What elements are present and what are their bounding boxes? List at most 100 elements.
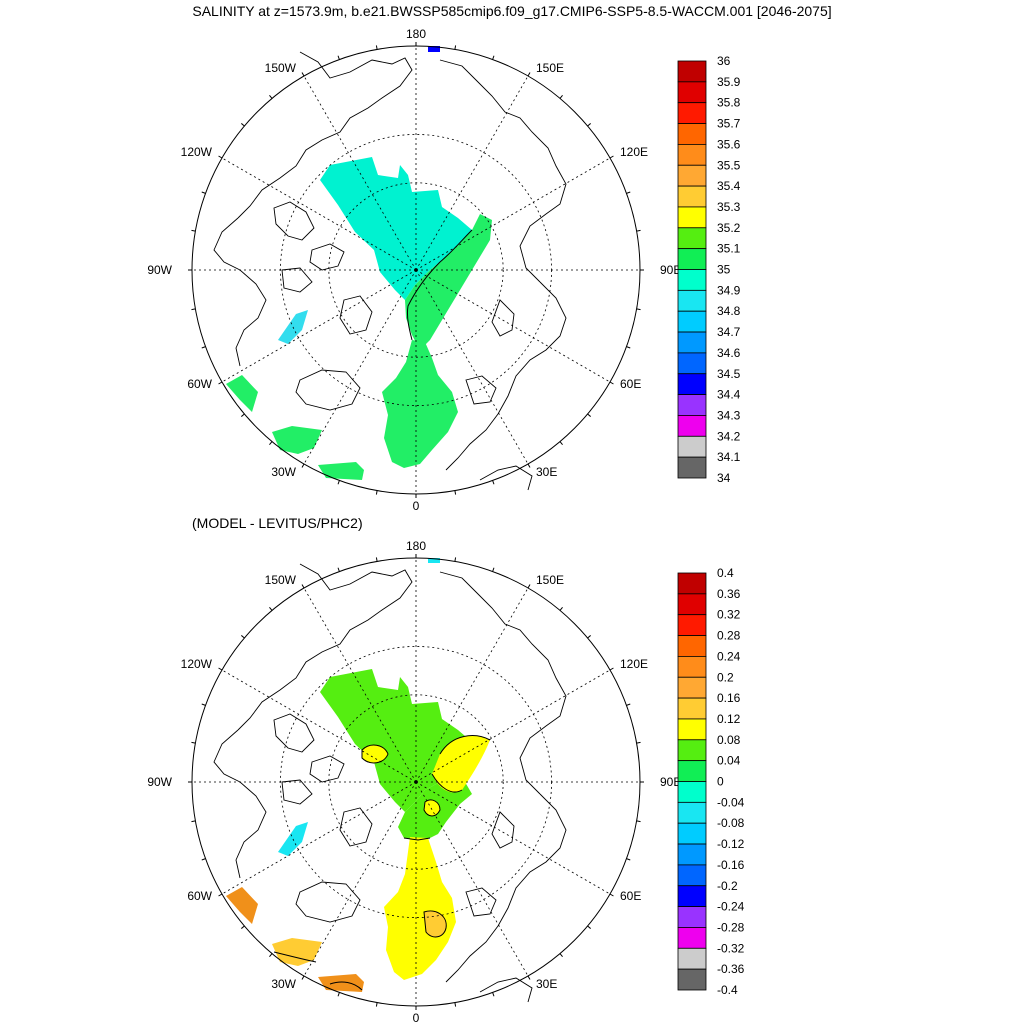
longitude-tick xyxy=(218,155,223,159)
longitude-label-right: 90E xyxy=(660,263,681,277)
colorbar-label: -0.24 xyxy=(717,900,745,914)
longitude-tick xyxy=(609,381,614,385)
colorbar-label: -0.08 xyxy=(717,816,745,830)
longitude-tick xyxy=(191,820,196,823)
colorbar-swatch xyxy=(677,718,707,741)
coastline xyxy=(295,881,361,923)
longitude-label-ul1: 150W xyxy=(265,573,297,587)
colorbar-swatch xyxy=(677,822,707,845)
longitude-tick xyxy=(241,123,245,127)
salinity-region-eurasian-basin xyxy=(405,214,492,350)
colorbar-label: 0.28 xyxy=(717,629,741,643)
colorbar-swatch xyxy=(677,206,707,229)
colorbar-swatch xyxy=(677,415,707,437)
colorbar-label: 35 xyxy=(717,263,731,277)
colorbar-swatch xyxy=(677,739,707,762)
colorbar-label: -0.12 xyxy=(717,837,745,851)
longitude-tick xyxy=(454,45,457,50)
longitude-tick xyxy=(527,463,531,468)
colorbar-label: 0.32 xyxy=(717,608,741,622)
colorbar-label: 35.3 xyxy=(717,200,741,214)
coastline xyxy=(309,243,345,271)
colorbar-label: 0.16 xyxy=(717,691,741,705)
longitude-tick xyxy=(337,992,340,997)
coastline xyxy=(465,887,497,917)
longitude-label-bottom: 0 xyxy=(413,499,420,512)
longitude-tick xyxy=(301,463,305,468)
colorbar-label: 0.12 xyxy=(717,712,741,726)
coastline xyxy=(273,201,315,241)
meridian-line xyxy=(415,269,529,465)
colorbar-swatch xyxy=(677,801,707,824)
colorbar-label: 34 xyxy=(717,471,731,485)
colorbar-swatch xyxy=(677,143,707,166)
colorbar-swatch xyxy=(677,927,707,949)
coastline xyxy=(339,807,373,847)
difference-region-yellow-amundsen xyxy=(424,799,440,816)
longitude-tick xyxy=(269,607,273,611)
colorbar-label: 35.1 xyxy=(717,242,741,256)
salinity-region-labrador xyxy=(226,375,258,412)
colorbar-label: 0.08 xyxy=(717,733,741,747)
longitude-tick xyxy=(201,858,206,861)
colorbar-swatch xyxy=(677,864,707,887)
colorbar-label: 34.4 xyxy=(717,388,741,402)
longitude-tick xyxy=(587,413,591,417)
coastline xyxy=(339,295,373,335)
colorbar-label: -0.4 xyxy=(717,983,738,997)
colorbar-swatch xyxy=(677,164,707,187)
longitude-tick xyxy=(609,893,614,897)
longitude-tick xyxy=(527,584,531,589)
longitude-tick xyxy=(587,925,591,929)
coastline xyxy=(445,793,567,983)
meridian-line xyxy=(415,781,611,895)
graticule xyxy=(192,46,640,494)
longitude-tick xyxy=(492,992,495,997)
colorbar-label: 34.5 xyxy=(717,367,741,381)
longitude-label-ll2: 30W xyxy=(271,977,296,991)
coastline xyxy=(213,729,267,879)
longitude-tick xyxy=(241,413,245,417)
longitude-tick xyxy=(636,741,641,744)
colorbar-label: 35.2 xyxy=(717,221,741,235)
coastline xyxy=(295,369,361,411)
difference-region-bering-patch xyxy=(428,558,440,563)
salinity-contour-line xyxy=(407,229,473,341)
longitude-label-ul1: 150W xyxy=(265,61,297,75)
colorbar-swatch xyxy=(677,968,707,991)
longitude-tick xyxy=(559,607,563,611)
colorbar-label: 0.36 xyxy=(717,587,741,601)
longitude-label-ur2: 120E xyxy=(620,657,648,671)
coastline xyxy=(309,755,345,783)
longitude-tick xyxy=(201,346,206,349)
coastline xyxy=(281,267,313,293)
colorbar-label: 34.9 xyxy=(717,283,741,297)
latitude-circle xyxy=(328,694,504,870)
coastline xyxy=(439,571,567,795)
colorbar-label: 34.3 xyxy=(717,408,741,422)
longitude-label-lr2: 30E xyxy=(536,977,557,991)
salinity-region-iceland-basin xyxy=(318,462,364,480)
longitude-tick xyxy=(337,567,340,572)
difference-subtitle: (MODEL - LEVITUS/PHC2) xyxy=(192,515,363,531)
longitude-label-bottom: 0 xyxy=(413,1011,420,1024)
colorbar-label: 34.2 xyxy=(717,429,741,443)
graticule xyxy=(192,558,640,1006)
colorbar-label: 34.8 xyxy=(717,304,741,318)
colorbar-label: 35.4 xyxy=(717,179,741,193)
coastline xyxy=(479,465,533,491)
longitude-labels: 180 0 90W 90E 150W 120W 150E 120E 60W 30W 60E 30E xyxy=(147,27,681,512)
longitude-tick xyxy=(559,441,563,445)
meridian-line xyxy=(221,781,417,895)
longitude-label-ur1: 150E xyxy=(536,61,564,75)
meridian-line xyxy=(415,157,611,271)
salinity-polar-map: 180 0 90W 90E 150W 120W 150E 120E 60W 30W 60E 30E 3… xyxy=(147,27,741,512)
difference-contour-lines xyxy=(273,735,491,991)
coastline-outlines xyxy=(213,51,567,491)
colorbar-swatch xyxy=(677,331,707,354)
colorbar-swatch xyxy=(677,885,707,908)
coastline-outlines xyxy=(213,563,567,1003)
meridian-line xyxy=(303,75,417,271)
coastline xyxy=(491,299,515,337)
longitude-tick xyxy=(301,72,305,77)
